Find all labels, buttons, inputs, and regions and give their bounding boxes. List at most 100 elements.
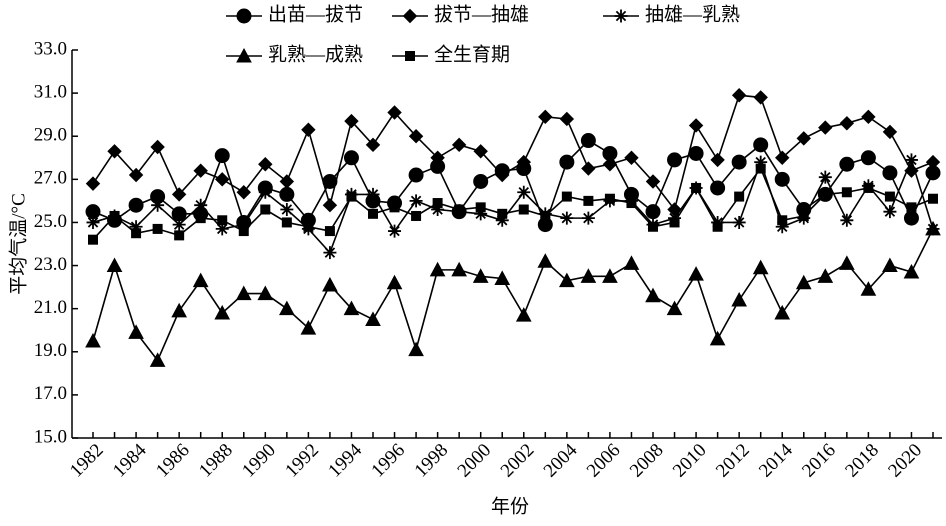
- data-point: [581, 161, 596, 176]
- data-point: [537, 253, 554, 268]
- data-point: [279, 300, 295, 316]
- legend-label: 抽雄—乳熟: [645, 3, 740, 25]
- data-point: [863, 182, 874, 193]
- data-point: [602, 268, 618, 283]
- x-tick-label: 1986: [152, 440, 194, 482]
- data-point: [128, 324, 144, 339]
- data-point: [666, 300, 683, 316]
- data-point: [861, 109, 876, 125]
- x-tick-label: 1996: [367, 440, 409, 482]
- data-point: [322, 197, 338, 213]
- data-point: [667, 152, 683, 168]
- data-point: [860, 281, 877, 296]
- data-point: [626, 198, 637, 209]
- data-point: [645, 174, 661, 189]
- data-point: [409, 194, 423, 208]
- data-point: [561, 191, 572, 202]
- data-point: [85, 176, 101, 191]
- x-tick-label: 2014: [755, 439, 797, 481]
- data-point: [368, 208, 378, 219]
- data-point: [753, 137, 769, 153]
- x-tick-label: 1992: [281, 440, 323, 482]
- data-point: [928, 193, 938, 204]
- x-tick-label: 2004: [540, 439, 582, 481]
- data-point: [710, 152, 725, 168]
- y-tick-label: 31.0: [34, 81, 67, 102]
- data-point: [258, 157, 273, 172]
- y-tick-label: 19.0: [34, 340, 67, 361]
- data-point: [734, 191, 745, 202]
- data-point: [473, 173, 489, 189]
- data-point: [709, 330, 726, 346]
- data-point: [85, 332, 101, 348]
- data-point: [411, 210, 422, 221]
- data-point: [731, 88, 747, 103]
- x-tick-label: 1998: [411, 440, 453, 482]
- data-point: [260, 204, 271, 215]
- data-point: [559, 111, 575, 127]
- y-tick-label: 25.0: [34, 211, 67, 232]
- data-point: [777, 215, 788, 226]
- x-tick-label: 1994: [324, 439, 366, 481]
- data-point: [195, 213, 206, 224]
- data-point: [214, 148, 230, 164]
- series-line: [92, 94, 934, 212]
- data-point: [753, 90, 768, 105]
- series-line: [92, 166, 934, 241]
- series-line: [92, 139, 934, 227]
- data-point: [840, 213, 854, 227]
- data-point: [389, 202, 400, 213]
- data-point: [193, 163, 208, 178]
- x-tick-label: 1988: [195, 440, 237, 482]
- legend-label: 全生育期: [434, 43, 510, 65]
- data-point: [688, 118, 704, 133]
- data-point: [906, 202, 917, 213]
- data-point: [624, 150, 639, 165]
- data-point: [192, 272, 209, 288]
- y-axis-label: 平均气温/°C: [7, 193, 29, 295]
- data-point: [775, 150, 790, 165]
- data-point: [237, 218, 251, 232]
- data-point: [387, 105, 402, 120]
- data-point: [131, 228, 142, 239]
- data-point: [559, 154, 575, 170]
- data-point: [214, 304, 231, 320]
- data-point: [795, 274, 812, 290]
- data-point: [494, 270, 511, 285]
- data-point: [841, 187, 852, 198]
- data-point: [235, 285, 252, 301]
- data-point: [754, 155, 768, 169]
- data-point: [451, 261, 467, 277]
- data-point: [688, 266, 704, 281]
- legend-label: 拔节—抽雄: [434, 3, 529, 25]
- data-point: [303, 221, 314, 232]
- data-point: [236, 185, 251, 200]
- data-point: [774, 171, 790, 187]
- data-point: [540, 210, 551, 221]
- data-point: [215, 222, 229, 236]
- x-tick-label: 2000: [454, 440, 496, 482]
- data-point: [431, 203, 445, 217]
- data-point: [475, 202, 486, 213]
- data-point: [645, 287, 661, 303]
- data-point: [515, 307, 532, 322]
- data-point: [86, 215, 100, 229]
- data-point: [149, 352, 166, 367]
- legend-label: 乳熟—成熟: [268, 43, 363, 65]
- x-tick-label: 2012: [712, 440, 754, 482]
- data-point: [474, 207, 488, 221]
- data-point: [518, 204, 529, 215]
- x-axis-label: 年份: [491, 495, 529, 517]
- data-point: [107, 144, 122, 159]
- x-tick-label: 1982: [66, 440, 108, 482]
- data-point: [171, 187, 187, 202]
- data-point: [691, 182, 702, 193]
- data-point: [883, 205, 897, 219]
- data-point: [128, 167, 144, 183]
- data-point: [583, 195, 594, 206]
- data-point: [497, 208, 508, 219]
- data-point: [495, 213, 509, 227]
- data-point: [343, 150, 359, 166]
- data-point: [623, 255, 640, 270]
